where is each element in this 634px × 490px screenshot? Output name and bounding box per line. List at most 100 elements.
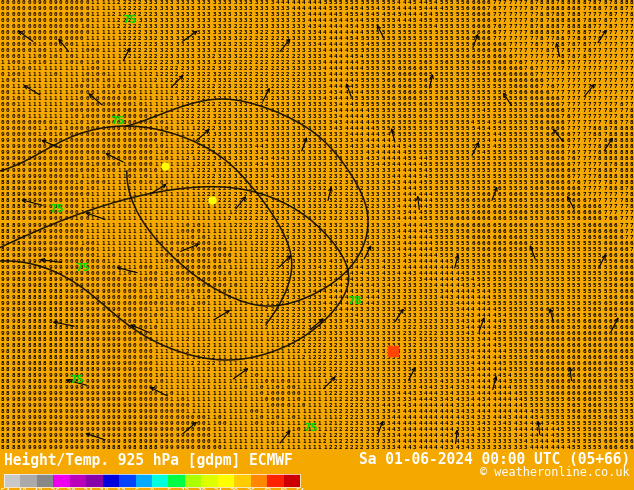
Text: 3: 3: [292, 283, 295, 288]
Text: 1: 1: [276, 379, 279, 384]
Text: 5: 5: [624, 421, 628, 426]
Text: 1: 1: [165, 180, 168, 185]
Text: 7: 7: [593, 138, 596, 143]
Text: 6: 6: [503, 222, 507, 227]
Text: 3: 3: [471, 313, 475, 318]
Text: 1: 1: [233, 265, 237, 270]
Text: 9: 9: [101, 433, 105, 438]
Text: 3: 3: [418, 367, 422, 372]
Text: 1: 1: [170, 331, 174, 336]
Text: 1: 1: [59, 108, 62, 113]
Text: 1: 1: [91, 72, 94, 77]
Text: 9: 9: [32, 415, 36, 420]
Text: 6: 6: [524, 217, 527, 221]
Text: 1: 1: [328, 409, 332, 414]
Text: 6: 6: [545, 307, 548, 312]
Text: 4: 4: [360, 12, 364, 17]
Text: 1: 1: [80, 66, 84, 71]
Text: 3: 3: [260, 126, 263, 131]
Text: 6: 6: [604, 373, 607, 378]
Text: 5: 5: [476, 246, 480, 251]
Text: 0: 0: [38, 36, 41, 41]
Text: 6: 6: [561, 180, 564, 185]
Text: 0: 0: [165, 283, 168, 288]
Text: 8: 8: [630, 150, 633, 155]
Text: 9: 9: [96, 415, 100, 420]
Text: 4: 4: [519, 397, 522, 402]
Text: 5: 5: [466, 18, 469, 23]
Text: 3: 3: [514, 433, 517, 438]
Text: 7: 7: [609, 204, 612, 209]
Text: 9: 9: [27, 445, 30, 450]
Text: 3: 3: [397, 313, 401, 318]
Text: 3: 3: [371, 361, 374, 366]
Text: 3: 3: [439, 307, 443, 312]
Text: 3: 3: [371, 427, 374, 432]
Text: 0: 0: [91, 108, 94, 113]
Text: 9: 9: [6, 283, 10, 288]
Text: 1: 1: [238, 241, 242, 245]
Text: 3: 3: [360, 235, 364, 240]
Text: 0: 0: [43, 0, 46, 5]
Text: 1: 1: [117, 90, 120, 95]
Text: 2: 2: [207, 114, 210, 119]
Text: 2: 2: [344, 445, 348, 450]
Text: 5: 5: [365, 54, 369, 59]
Text: 7: 7: [566, 90, 570, 95]
Text: 0: 0: [122, 114, 126, 119]
Text: 1: 1: [91, 60, 94, 65]
Text: 0: 0: [117, 114, 120, 119]
Text: 6: 6: [614, 283, 618, 288]
Text: 6: 6: [466, 193, 469, 197]
Text: 5: 5: [508, 379, 512, 384]
Text: 9: 9: [38, 228, 41, 234]
Text: 2: 2: [170, 96, 174, 101]
Text: 1: 1: [265, 361, 269, 366]
Text: 4: 4: [339, 66, 342, 71]
Text: 3: 3: [297, 18, 301, 23]
Text: 6: 6: [572, 313, 575, 318]
Text: 9: 9: [48, 391, 52, 396]
Text: 6: 6: [577, 222, 580, 227]
Text: 5: 5: [529, 385, 533, 390]
Text: 7: 7: [609, 54, 612, 59]
Text: 1: 1: [154, 307, 158, 312]
Text: 4: 4: [360, 90, 364, 95]
Text: 8: 8: [54, 349, 57, 354]
Text: 3: 3: [392, 277, 396, 282]
Text: 4: 4: [360, 108, 364, 113]
Text: 1: 1: [228, 427, 231, 432]
Text: 2: 2: [323, 337, 327, 342]
Text: 4: 4: [328, 12, 332, 17]
Text: 9: 9: [1, 132, 4, 137]
Text: 6: 6: [482, 6, 485, 11]
Text: 5: 5: [444, 138, 448, 143]
Text: 8: 8: [619, 102, 623, 107]
Text: 8: 8: [609, 186, 612, 192]
Text: 9: 9: [122, 385, 126, 390]
Text: 3: 3: [333, 156, 337, 161]
Text: 4: 4: [333, 36, 337, 41]
Text: 0: 0: [165, 253, 168, 258]
Text: 4: 4: [556, 445, 559, 450]
Text: 9: 9: [27, 211, 30, 216]
Text: 5: 5: [624, 385, 628, 390]
Text: 4: 4: [339, 283, 342, 288]
Text: 1: 1: [170, 114, 174, 119]
Text: 3: 3: [360, 361, 364, 366]
Text: 4: 4: [424, 403, 427, 408]
Text: 2: 2: [122, 48, 126, 53]
Text: 4: 4: [307, 18, 311, 23]
Text: 8: 8: [11, 204, 15, 209]
Text: 0: 0: [202, 415, 205, 420]
Text: 0: 0: [207, 277, 210, 282]
Text: 2: 2: [212, 180, 216, 185]
Text: 2: 2: [292, 319, 295, 324]
Text: 6: 6: [498, 54, 501, 59]
Text: 0: 0: [38, 12, 41, 17]
Text: 2: 2: [429, 331, 432, 336]
Text: 8: 8: [561, 54, 564, 59]
Text: 1: 1: [244, 295, 247, 300]
Text: 8: 8: [27, 385, 30, 390]
Text: 8: 8: [48, 361, 52, 366]
